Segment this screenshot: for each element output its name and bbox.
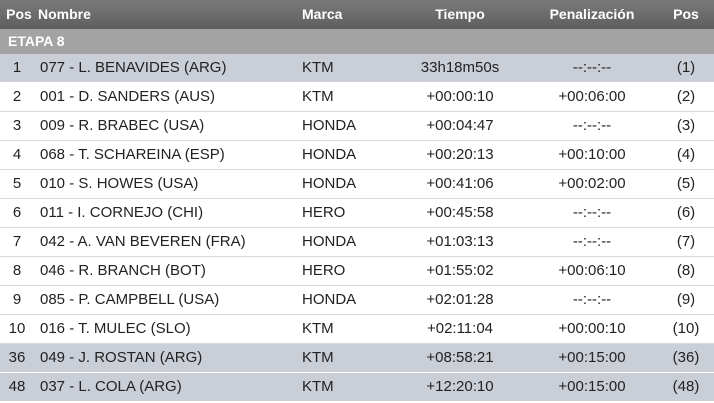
brand-cell: HERO (302, 262, 346, 279)
table-row: 1 077 - L. BENAVIDES (ARG) KTM 33h18m50s --:… (0, 54, 714, 83)
overall-pos-cell: (7) (676, 233, 696, 250)
column-header: Nombre (38, 6, 91, 22)
overall-pos-cell: (10) (672, 320, 700, 337)
table-header: Pos Nombre Marca Tiempo Penalización Pos (0, 0, 714, 29)
time-cell: +00:45:58 (426, 204, 494, 221)
overall-pos-cell: (9) (676, 291, 696, 308)
penalty-cell: +00:15:00 (558, 378, 626, 395)
pos-cell: 8 (12, 262, 22, 279)
time-cell: +12:20:10 (426, 378, 494, 395)
brand-cell: KTM (302, 349, 334, 366)
table-row: 48 037 - L. COLA (ARG) KTM +12:20:10 +00:15:… (0, 373, 714, 402)
brand-cell: HONDA (302, 146, 357, 163)
time-cell: +01:55:02 (426, 262, 494, 279)
overall-pos-cell: (36) (672, 349, 700, 366)
table-row: 8 046 - R. BRANCH (BOT) HERO +01:55:02 +00:0… (0, 257, 714, 286)
name-cell: 046 - R. BRANCH (BOT) (40, 262, 206, 279)
table-row: 36 049 - J. ROSTAN (ARG) KTM +08:58:21 +00:1… (0, 344, 714, 373)
penalty-cell: +00:00:10 (558, 320, 626, 337)
pos-cell: 3 (12, 117, 22, 134)
time-cell: +00:04:47 (426, 117, 494, 134)
time-cell: +00:00:10 (426, 88, 494, 105)
time-cell: 33h18m50s (420, 59, 500, 76)
name-cell: 009 - R. BRABEC (USA) (40, 117, 205, 134)
penalty-cell: +00:15:00 (558, 349, 626, 366)
name-cell: 068 - T. SCHAREINA (ESP) (40, 146, 225, 163)
overall-pos-cell: (8) (676, 262, 696, 279)
table-row: 3 009 - R. BRABEC (USA) HONDA +00:04:47 --:-… (0, 112, 714, 141)
pos-cell: 48 (8, 378, 26, 395)
overall-pos-cell: (3) (676, 117, 696, 134)
brand-cell: KTM (302, 320, 334, 337)
overall-pos-cell: (6) (676, 204, 696, 221)
name-cell: 016 - T. MULEC (SLO) (40, 320, 191, 337)
pos-cell: 36 (8, 349, 26, 366)
brand-cell: HONDA (302, 291, 357, 308)
overall-pos-cell: (2) (676, 88, 696, 105)
overall-pos-cell: (48) (672, 378, 700, 395)
pos-cell: 7 (12, 233, 22, 250)
time-cell: +01:03:13 (426, 233, 494, 250)
brand-cell: HONDA (302, 233, 357, 250)
table-row: 10 016 - T. MULEC (SLO) KTM +02:11:04 +00:00… (0, 315, 714, 344)
table-row: 4 068 - T. SCHAREINA (ESP) HONDA +00:20:13 +… (0, 141, 714, 170)
name-cell: 037 - L. COLA (ARG) (40, 378, 182, 395)
overall-pos-cell: (5) (676, 175, 696, 192)
penalty-cell: --:--:-- (572, 291, 612, 308)
brand-cell: HONDA (302, 175, 357, 192)
stage-label: ETAPA 8 (8, 33, 65, 49)
penalty-cell: --:--:-- (572, 117, 612, 134)
pos-cell: 6 (12, 204, 22, 221)
name-cell: 077 - L. BENAVIDES (ARG) (40, 59, 227, 76)
name-cell: 011 - I. CORNEJO (CHI) (40, 204, 204, 221)
time-cell: +02:01:28 (426, 291, 494, 308)
name-cell: 085 - P. CAMPBELL (USA) (40, 291, 220, 308)
time-cell: +08:58:21 (426, 349, 494, 366)
penalty-cell: --:--:-- (572, 204, 612, 221)
name-cell: 042 - A. VAN BEVEREN (FRA) (40, 233, 246, 250)
penalty-cell: +00:06:10 (558, 262, 626, 279)
column-header: Marca (302, 6, 343, 22)
pos-cell: 1 (12, 59, 22, 76)
table-row: 2 001 - D. SANDERS (AUS) KTM +00:00:10 +00:0… (0, 83, 714, 112)
pos-cell: 10 (8, 320, 26, 337)
pos-cell: 4 (12, 146, 22, 163)
table-row: 7 042 - A. VAN BEVEREN (FRA) HONDA +01:03:1… (0, 228, 714, 257)
column-header: Tiempo (435, 6, 485, 22)
stage-row: ETAPA 8 (0, 29, 714, 54)
table-row: 6 011 - I. CORNEJO (CHI) HERO +00:45:58 --:-… (0, 199, 714, 228)
brand-cell: KTM (302, 59, 334, 76)
name-cell: 049 - J. ROSTAN (ARG) (40, 349, 203, 366)
pos-cell: 5 (12, 175, 22, 192)
overall-pos-cell: (4) (676, 146, 696, 163)
table-row: 5 010 - S. HOWES (USA) HONDA +00:41:06 +00:0… (0, 170, 714, 199)
brand-cell: KTM (302, 378, 334, 395)
pos-cell: 9 (12, 291, 22, 308)
penalty-cell: --:--:-- (572, 233, 612, 250)
time-cell: +02:11:04 (426, 320, 494, 337)
brand-cell: KTM (302, 88, 334, 105)
penalty-cell: +00:06:00 (558, 88, 626, 105)
time-cell: +00:20:13 (426, 146, 494, 163)
brand-cell: HERO (302, 204, 346, 221)
penalty-cell: --:--:-- (572, 59, 612, 76)
overall-pos-cell: (1) (676, 59, 696, 76)
penalty-cell: +00:10:00 (558, 146, 626, 163)
column-header: Penalización (549, 6, 635, 22)
column-header: Pos (6, 6, 32, 22)
table-row: 9 085 - P. CAMPBELL (USA) HONDA +02:01:28 --… (0, 286, 714, 315)
pos-cell: 2 (12, 88, 22, 105)
name-cell: 010 - S. HOWES (USA) (40, 175, 199, 192)
name-cell: 001 - D. SANDERS (AUS) (40, 88, 216, 105)
brand-cell: HONDA (302, 117, 357, 134)
column-header: Pos (673, 6, 699, 22)
time-cell: +00:41:06 (426, 175, 494, 192)
penalty-cell: +00:02:00 (558, 175, 626, 192)
